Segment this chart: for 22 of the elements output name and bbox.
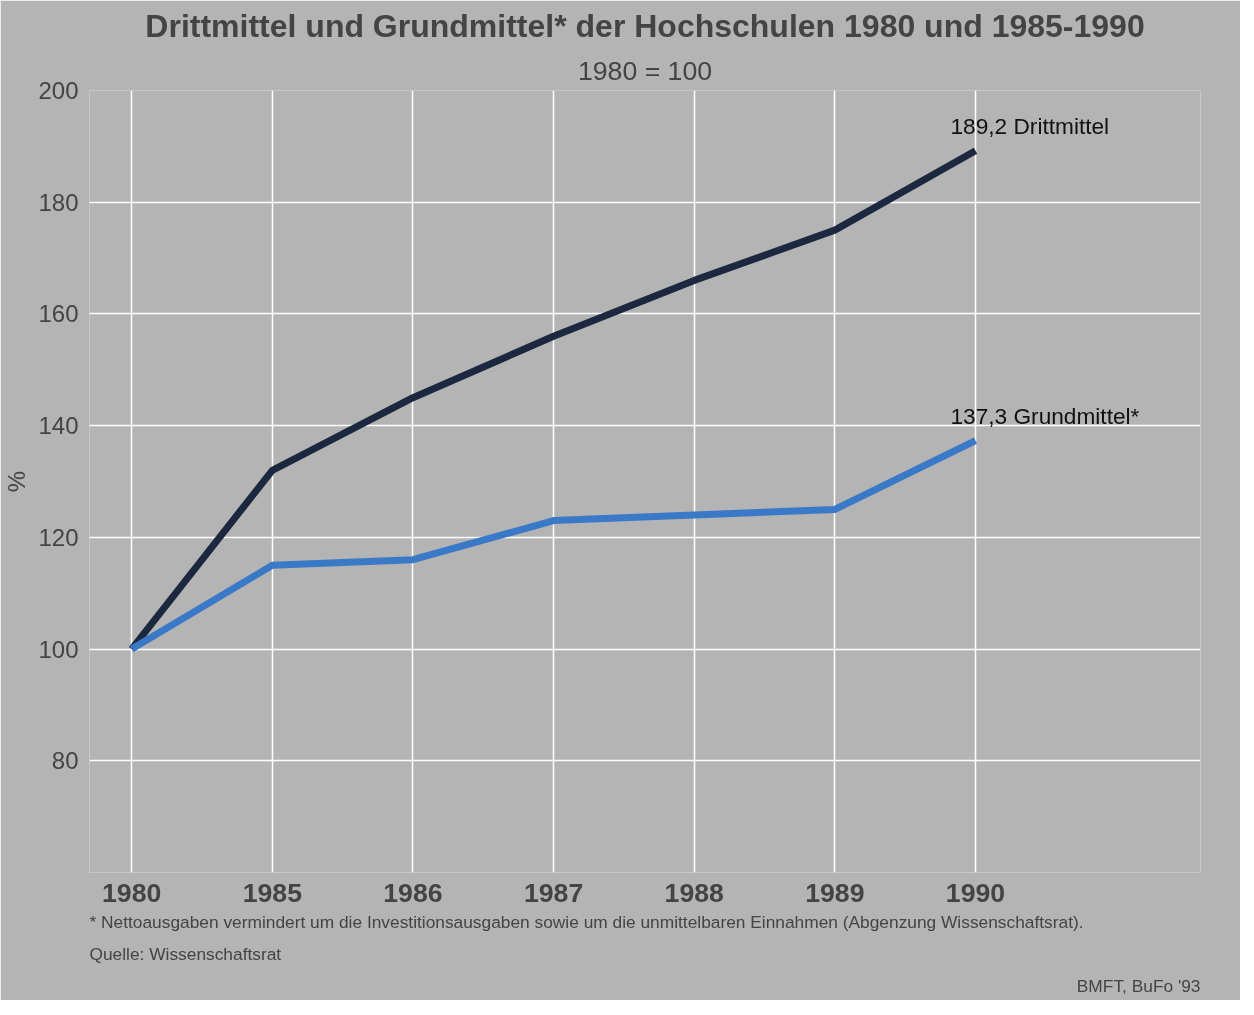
y-tick-label: 120 <box>38 523 79 551</box>
x-tick-label: 1988 <box>664 877 724 908</box>
y-tick-label: 80 <box>51 747 79 775</box>
chart-subtitle: 1980 = 100 <box>577 55 713 86</box>
y-tick-label: 180 <box>38 188 79 216</box>
source-note: Quelle: Wissenschaftsrat <box>89 943 282 964</box>
y-tick-label: 200 <box>38 77 79 104</box>
x-tick-label: 1985 <box>242 877 303 908</box>
y-tick-label: 100 <box>38 635 79 663</box>
y-tick-label: 140 <box>38 412 79 440</box>
x-tick-label: 1986 <box>383 877 443 908</box>
x-tick-label: 1987 <box>523 877 584 908</box>
text: 189,2 Drittmittel <box>950 112 1110 139</box>
text: 137,3 Grundmittel* <box>950 402 1140 429</box>
x-tick-label: 1989 <box>805 877 865 908</box>
x-tick-label: 1980 <box>102 877 162 908</box>
chart-title: Drittmittel und Grundmittel* der Hochschulen 1980 und 1985-1990 <box>145 7 1145 44</box>
x-tick-label: 1990 <box>945 877 1006 908</box>
y-tick-label: 160 <box>38 300 79 328</box>
text: * Nettoausgaben vermindert um die Investitionsausgaben sowie um die unmittelbaren Einnahmen (Abgenzung Wissenschaftsrat). <box>89 911 1084 932</box>
text: BMFT, BuFo '93 <box>1076 975 1201 996</box>
y-axis-title: % <box>3 470 31 493</box>
